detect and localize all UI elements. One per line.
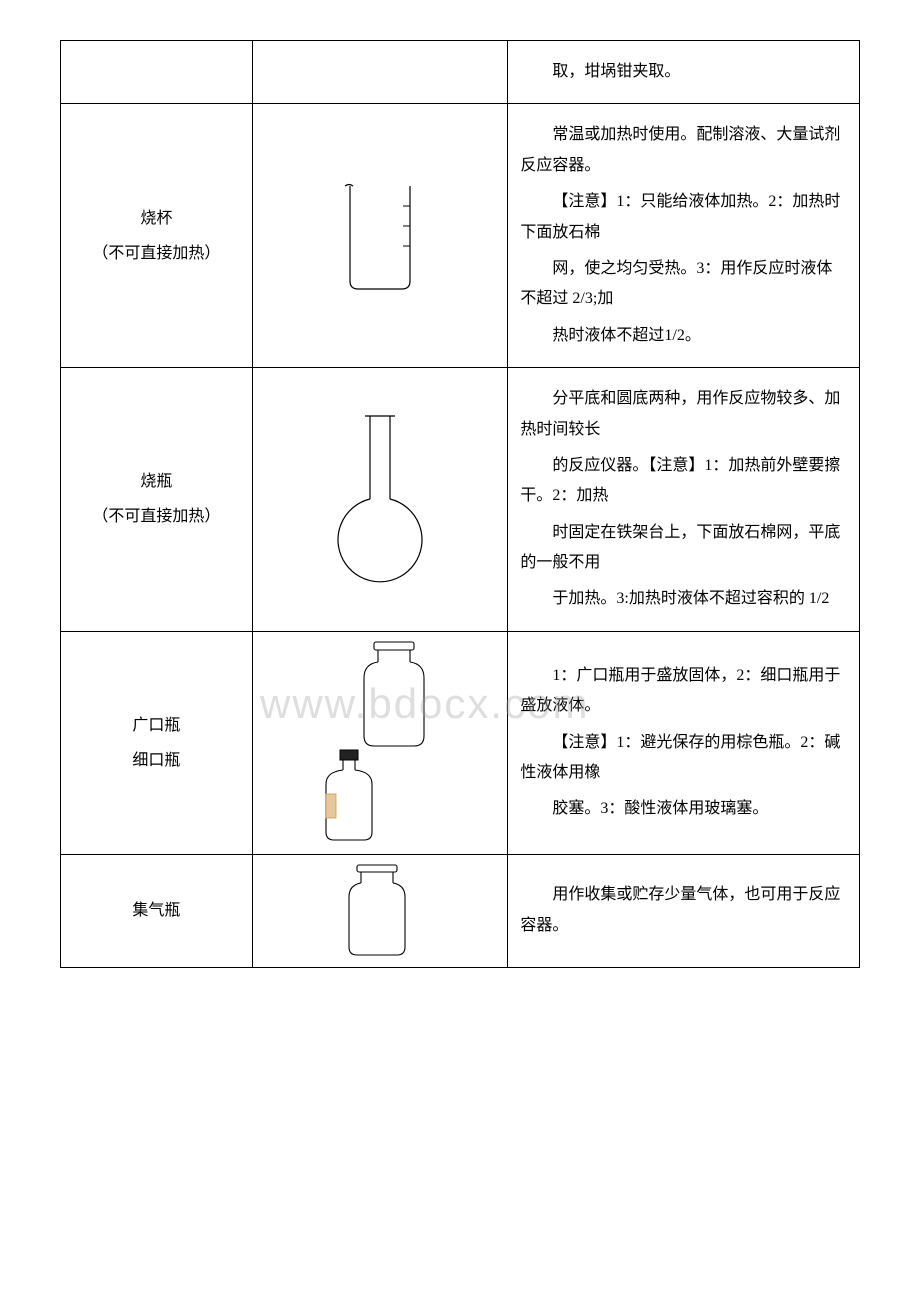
gas-jar-icon bbox=[335, 861, 425, 961]
cell-desc: 分平底和圆底两种，用作反应物较多、加热时间较长 的反应仪器。【注意】1：加热前外… bbox=[508, 368, 860, 632]
desc-para: 胶塞。3：酸性液体用玻璃塞。 bbox=[520, 794, 847, 824]
cell-name: 烧杯 （不可直接加热） bbox=[61, 104, 253, 368]
name-line: 烧杯 bbox=[73, 201, 240, 236]
table-row: 烧杯 （不可直接加热） 常温或加热时使用。配制溶液、大量试剂反应容器。 【注意】… bbox=[61, 104, 860, 368]
cell-name: 烧瓶 （不可直接加热） bbox=[61, 368, 253, 632]
desc-para: 时固定在铁架台上，下面放石棉网，平底的一般不用 bbox=[520, 518, 847, 579]
cell-name: 集气瓶 bbox=[61, 854, 253, 967]
table-row: 集气瓶 用作收集或贮存少量气体，也可用于反应容器。 bbox=[61, 854, 860, 967]
cell-name bbox=[61, 41, 253, 104]
name-line: 烧瓶 bbox=[73, 464, 240, 499]
desc-para: 1：广口瓶用于盛放固体，2：细口瓶用于盛放液体。 bbox=[520, 661, 847, 722]
beaker-icon bbox=[325, 171, 435, 301]
name-line: （不可直接加热） bbox=[73, 236, 240, 271]
table-row: 广口瓶 细口瓶 bbox=[61, 631, 860, 854]
equipment-table: 取，坩埚钳夹取。 烧杯 （不可直接加热） bbox=[60, 40, 860, 968]
cell-image bbox=[252, 854, 508, 967]
desc-para: 用作收集或贮存少量气体，也可用于反应容器。 bbox=[520, 880, 847, 941]
bottles-icon bbox=[300, 638, 460, 848]
desc-para: 的反应仪器。【注意】1：加热前外壁要擦干。2：加热 bbox=[520, 451, 847, 512]
cell-image bbox=[252, 368, 508, 632]
desc-para: 常温或加热时使用。配制溶液、大量试剂反应容器。 bbox=[520, 120, 847, 181]
flask-icon bbox=[325, 404, 435, 594]
desc-para: 分平底和圆底两种，用作反应物较多、加热时间较长 bbox=[520, 384, 847, 445]
cell-desc: 1：广口瓶用于盛放固体，2：细口瓶用于盛放液体。 【注意】1：避光保存的用棕色瓶… bbox=[508, 631, 860, 854]
cell-desc: 用作收集或贮存少量气体，也可用于反应容器。 bbox=[508, 854, 860, 967]
cell-image bbox=[252, 104, 508, 368]
cell-name: 广口瓶 细口瓶 bbox=[61, 631, 253, 854]
desc-para: 【注意】1：避光保存的用棕色瓶。2：碱性液体用橡 bbox=[520, 728, 847, 789]
name-line: 广口瓶 bbox=[73, 708, 240, 743]
desc-para: 热时液体不超过1/2。 bbox=[520, 321, 847, 351]
cell-desc: 常温或加热时使用。配制溶液、大量试剂反应容器。 【注意】1：只能给液体加热。2：… bbox=[508, 104, 860, 368]
table-row: 烧瓶 （不可直接加热） 分平底和圆底两种，用作反应物较多、加热时间较长 的反应仪… bbox=[61, 368, 860, 632]
desc-para: 【注意】1：只能给液体加热。2：加热时下面放石棉 bbox=[520, 187, 847, 248]
desc-para: 网，使之均匀受热。3：用作反应时液体不超过 2/3;加 bbox=[520, 254, 847, 315]
table-row: 取，坩埚钳夹取。 bbox=[61, 41, 860, 104]
page: www.bdocx.com 取，坩埚钳夹取。 烧杯 （不可直接加热） bbox=[60, 40, 860, 968]
name-line: （不可直接加热） bbox=[73, 499, 240, 534]
desc-para: 于加热。3:加热时液体不超过容积的 1/2 bbox=[520, 584, 847, 614]
name-line: 集气瓶 bbox=[73, 893, 240, 928]
cell-image bbox=[252, 41, 508, 104]
desc-para: 取，坩埚钳夹取。 bbox=[520, 57, 847, 87]
cell-image bbox=[252, 631, 508, 854]
name-line: 细口瓶 bbox=[73, 743, 240, 778]
cell-desc: 取，坩埚钳夹取。 bbox=[508, 41, 860, 104]
